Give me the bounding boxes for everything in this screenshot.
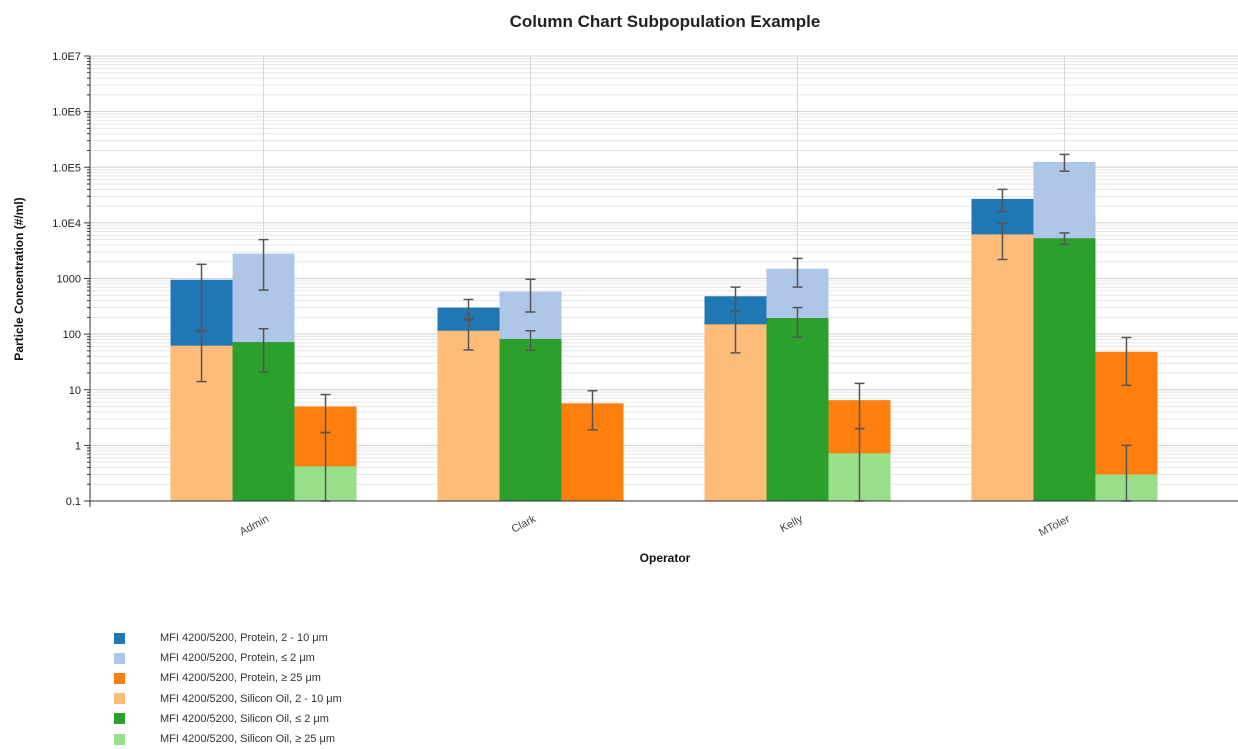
legend-item[interactable]: MFI 4200/5200, Silicon Oil, ≤ 2 μm [114,709,342,729]
legend-item[interactable]: MFI 4200/5200, Protein, ≥ 25 μm [114,668,342,688]
y-tick-label: 1.0E4 [52,218,81,230]
legend-swatch [114,733,125,745]
legend-label: MFI 4200/5200, Silicon Oil, 2 - 10 μm [160,692,342,705]
bar [766,317,829,501]
legend-swatch [114,693,125,705]
legend-item[interactable]: MFI 4200/5200, Silicon Oil, ≥ 25 μm [114,729,342,749]
category-label: Kelly [778,513,805,535]
chart-title: Column Chart Subpopulation Example [510,12,821,31]
legend: MFI 4200/5200, Protein, 2 - 10 μm MFI 420… [114,628,342,749]
y-tick-label: 1.0E7 [52,51,81,63]
bar [437,330,500,501]
y-tick-label: 1000 [57,274,81,286]
legend-item[interactable]: MFI 4200/5200, Silicon Oil, 2 - 10 μm [114,689,342,709]
error-bars [196,153,1132,502]
y-tick-label: 10 [69,385,81,397]
bar [499,338,562,501]
bars [170,161,1158,502]
legend-item[interactable]: MFI 4200/5200, Protein, ≤ 2 μm [114,648,342,668]
legend-label: MFI 4200/5200, Protein, 2 - 10 μm [160,632,328,645]
legend-swatch [114,632,125,644]
category-label: MToler [1037,513,1072,539]
bar [971,234,1034,501]
legend-swatch [114,652,125,664]
legend-label: MFI 4200/5200, Protein, ≥ 25 μm [160,672,321,685]
category-label: Admin [238,513,271,538]
y-tick-label: 100 [63,329,81,341]
legend-label: MFI 4200/5200, Silicon Oil, ≥ 25 μm [160,733,336,746]
legend-label: MFI 4200/5200, Protein, ≤ 2 μm [160,652,315,665]
y-axis-title: Particle Concentration (#/ml) [12,197,26,360]
y-tick-label: 1 [75,440,81,452]
y-tick-label: 1.0E6 [52,107,81,119]
category-label: Clark [510,513,539,536]
x-axis-title: Operator [640,551,691,565]
bar [1033,238,1096,501]
legend-label: MFI 4200/5200, Silicon Oil, ≤ 2 μm [160,712,329,725]
legend-item[interactable]: MFI 4200/5200, Protein, 2 - 10 μm [114,628,342,648]
legend-swatch [114,672,125,684]
y-tick-label: 1.0E5 [52,162,81,174]
bar [704,324,767,501]
legend-swatch [114,713,125,725]
column-chart: Column Chart Subpopulation Example Admin… [12,12,1238,565]
y-tick-label: 0.1 [66,496,81,508]
